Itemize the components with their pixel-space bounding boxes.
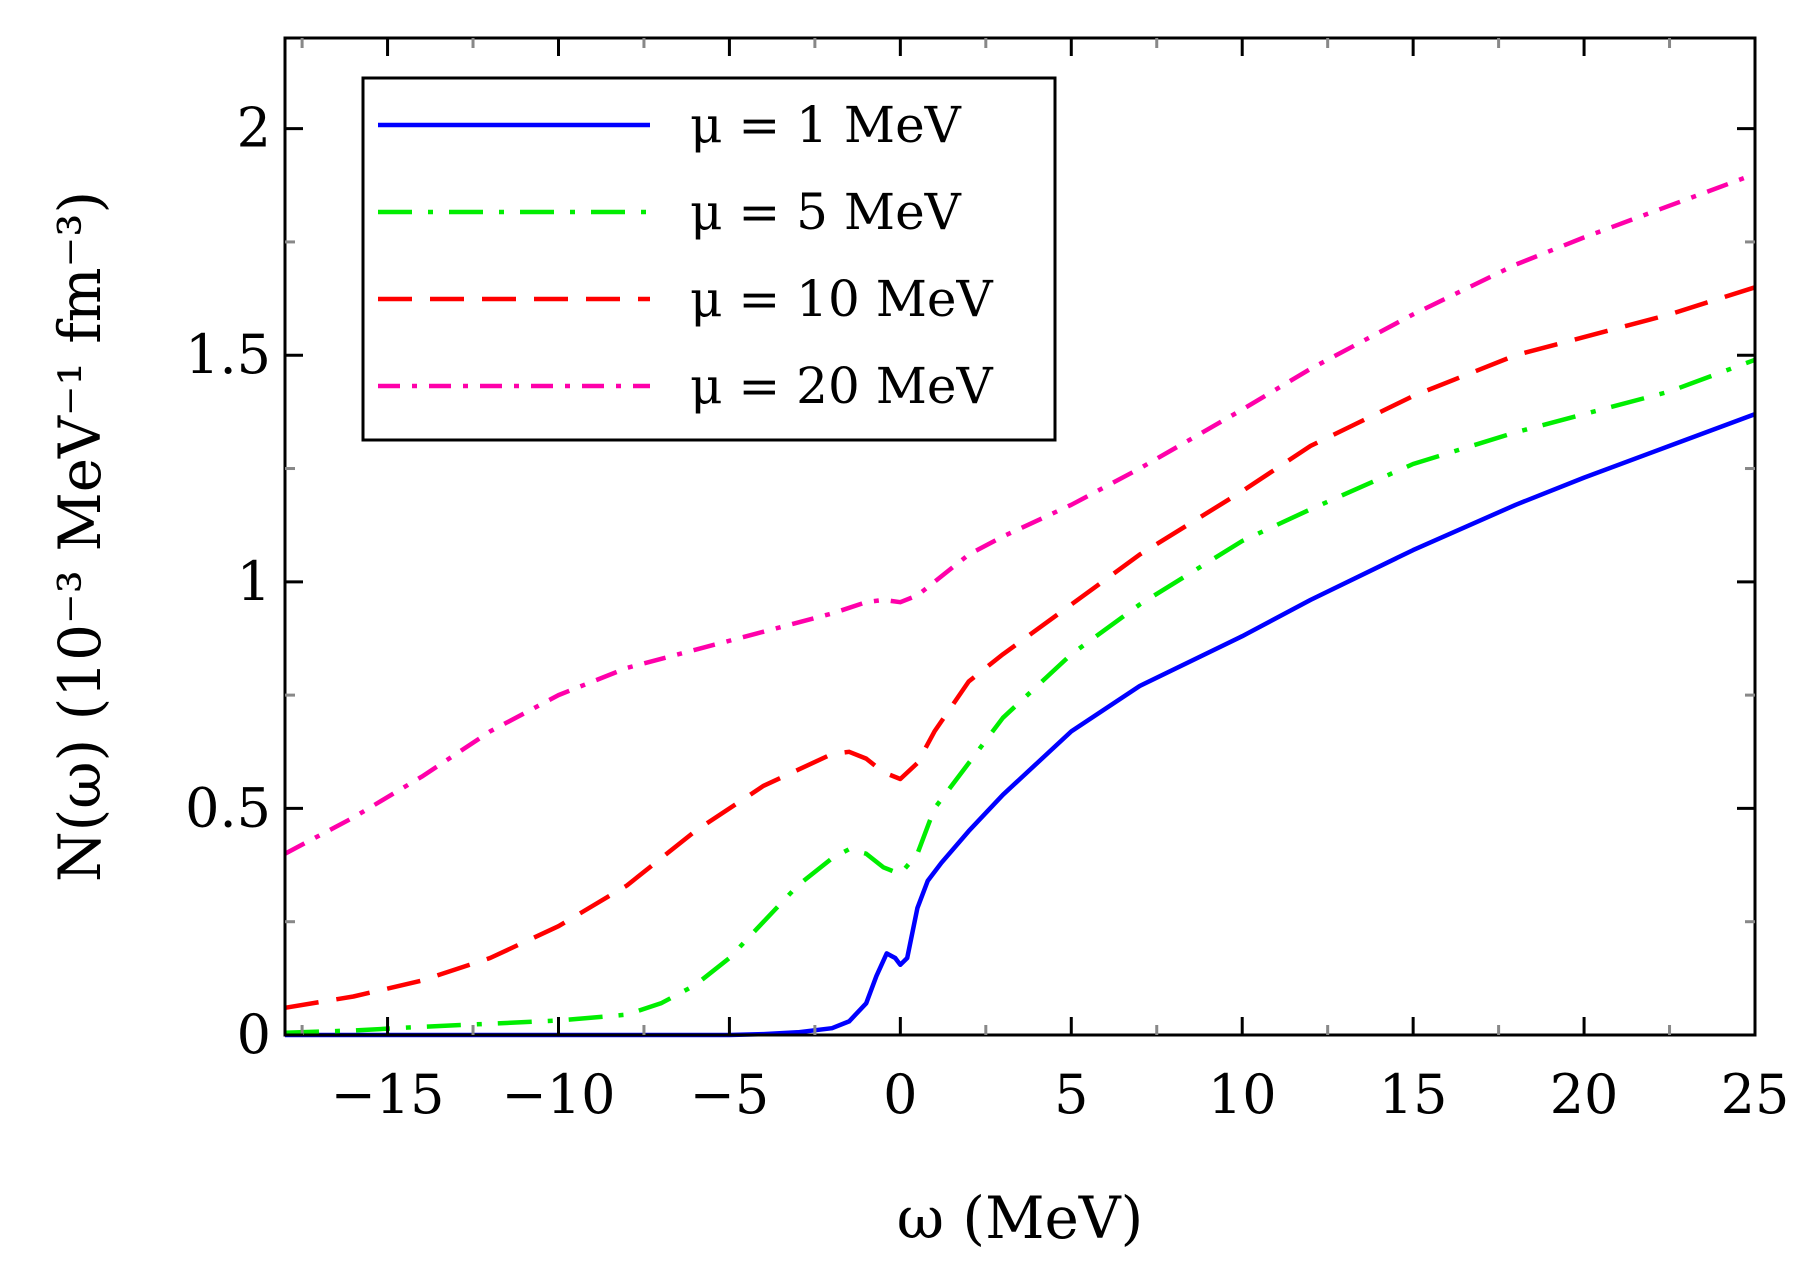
x-tick-label: −10 xyxy=(502,1063,616,1126)
y-tick-label: 2 xyxy=(237,97,271,160)
x-axis-label: ω (MeV) xyxy=(897,1184,1144,1252)
x-tick-label: 25 xyxy=(1721,1063,1790,1126)
x-tick-label: 20 xyxy=(1550,1063,1619,1126)
y-axis-label: N(ω) (10⁻³ MeV⁻¹ fm⁻³) xyxy=(46,191,114,882)
legend: μ = 1 MeV μ = 5 MeV μ = 10 MeV μ = 20 MeV xyxy=(361,76,1057,442)
axis-ticks xyxy=(285,38,1757,1037)
x-tick-label: 15 xyxy=(1379,1063,1448,1126)
series-line-2 xyxy=(284,357,1756,1035)
x-tick-label: −5 xyxy=(690,1063,770,1126)
plot-frame xyxy=(283,36,1757,1037)
x-tick-label: 5 xyxy=(1054,1063,1088,1126)
x-tick-label: −15 xyxy=(331,1063,445,1126)
legend-label-1: μ = 1 MeV xyxy=(690,96,962,154)
series-line-4 xyxy=(283,171,1756,856)
x-tick-label: 0 xyxy=(883,1063,917,1126)
series-line-3 xyxy=(284,285,1756,1011)
y-tick-label: 1.5 xyxy=(185,323,271,386)
tick-labels: −15 −10 −5 0 5 10 15 20 25 0 0.5 1 1.5 2 xyxy=(185,97,1789,1126)
legend-label-2: μ = 5 MeV xyxy=(690,183,962,241)
legend-label-4: μ = 20 MeV xyxy=(690,357,993,415)
y-tick-label: 0 xyxy=(237,1003,271,1066)
y-tick-label: 1 xyxy=(237,550,271,613)
legend-box xyxy=(361,76,1057,442)
legend-label-3: μ = 10 MeV xyxy=(690,270,993,328)
x-tick-label: 10 xyxy=(1208,1063,1277,1126)
y-tick-label: 0.5 xyxy=(185,776,271,839)
